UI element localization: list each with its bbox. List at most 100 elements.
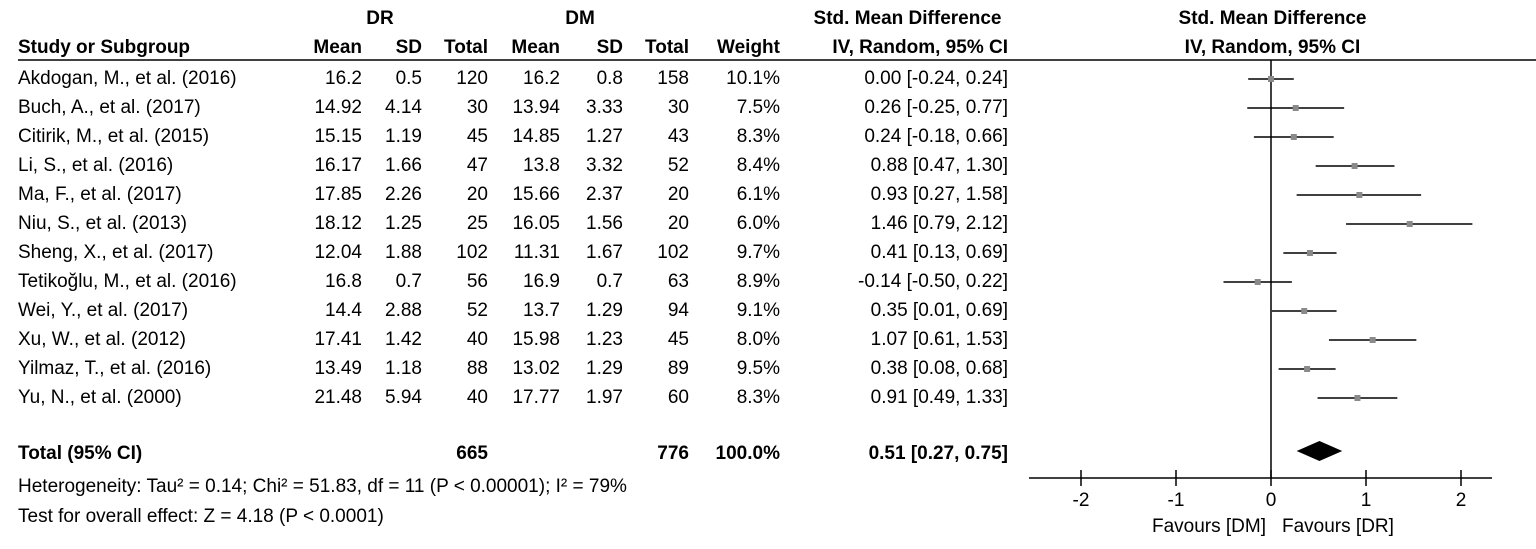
total-ci: 0.51 [0.27, 0.75] <box>868 443 1008 464</box>
dm-sd: 1.67 <box>586 242 623 263</box>
dm-sd: 3.32 <box>586 155 623 176</box>
dm-mean: 13.7 <box>523 300 560 321</box>
dr-total: 25 <box>466 213 488 234</box>
dm-sd: 1.97 <box>586 387 623 408</box>
dr-sd: 0.7 <box>395 271 422 292</box>
dr-sd: 1.42 <box>385 329 422 350</box>
smd-ci: 0.88 [0.47, 1.30] <box>870 155 1008 176</box>
dm-total: 158 <box>657 68 689 89</box>
dm-sd: 2.37 <box>586 184 623 205</box>
point-estimate <box>1292 105 1299 111</box>
dr-mean: 15.15 <box>314 126 362 147</box>
smd-ci: 0.26 [-0.25, 0.77] <box>864 97 1008 118</box>
dr-total: 88 <box>466 358 488 379</box>
weight: 8.4% <box>736 155 780 176</box>
point-estimate <box>1354 395 1361 401</box>
dr-mean: 21.48 <box>314 387 362 408</box>
study-name: Niu, S., et al. (2013) <box>18 213 187 234</box>
dm-total: 30 <box>667 97 689 118</box>
point-estimate <box>1351 163 1358 169</box>
smd-ci: -0.14 [-0.50, 0.22] <box>858 271 1008 292</box>
smd-ci: 0.35 [0.01, 0.69] <box>870 300 1008 321</box>
dr-mean: 13.49 <box>314 358 362 379</box>
x-tick-label: 1 <box>1361 490 1372 511</box>
point-estimate <box>1369 337 1376 343</box>
weight: 10.1% <box>726 68 780 89</box>
heterogeneity-text: Heterogeneity: Tau² = 0.14; Chi² = 51.83… <box>18 476 627 497</box>
point-estimate <box>1254 279 1261 285</box>
point-estimate <box>1304 366 1311 372</box>
dm-mean: 11.31 <box>513 242 560 263</box>
dr-sd: 2.88 <box>385 300 422 321</box>
smd-ci: 0.24 [-0.18, 0.66] <box>864 126 1008 147</box>
dm-total: 89 <box>667 358 689 379</box>
smd-plot-header: Std. Mean Difference <box>1178 8 1367 29</box>
dr-total: 52 <box>466 300 488 321</box>
dm-mean: 13.8 <box>523 155 560 176</box>
dm-sd: 1.56 <box>586 213 623 234</box>
dr-total: 40 <box>466 387 488 408</box>
x-tick-label: 0 <box>1266 490 1277 511</box>
point-estimate <box>1356 192 1363 198</box>
weight: 9.7% <box>736 242 780 263</box>
dr-sd: 0.5 <box>395 68 422 89</box>
x-tick-label: -2 <box>1073 490 1090 511</box>
point-estimate <box>1290 134 1297 140</box>
weight: 9.5% <box>736 358 780 379</box>
total-label: Total (95% CI) <box>18 443 143 464</box>
total1-header: Total <box>444 37 488 58</box>
dr-total: 102 <box>456 242 488 263</box>
weight-header: Weight <box>717 37 780 58</box>
group2-header: DM <box>565 8 595 29</box>
total2-header: Total <box>645 37 689 58</box>
dm-sd: 3.33 <box>586 97 623 118</box>
weight: 7.5% <box>736 97 780 118</box>
study-name: Citirik, M., et al. (2015) <box>18 126 210 147</box>
dm-sd: 0.7 <box>596 271 623 292</box>
study-name: Wei, Y., et al. (2017) <box>18 300 189 321</box>
dr-sd: 4.14 <box>385 97 422 118</box>
study-name: Ma, F., et al. (2017) <box>18 184 182 205</box>
total-dm-n: 776 <box>657 443 689 464</box>
weight: 8.9% <box>736 271 780 292</box>
pooled-diamond <box>1296 441 1343 461</box>
weight: 6.1% <box>736 184 780 205</box>
dr-total: 40 <box>466 329 488 350</box>
dm-mean: 17.77 <box>512 387 560 408</box>
dr-mean: 17.41 <box>314 329 362 350</box>
dm-mean: 16.05 <box>512 213 560 234</box>
dm-sd: 1.29 <box>586 300 623 321</box>
point-estimate <box>1306 250 1313 256</box>
dm-total: 43 <box>667 126 689 147</box>
dm-total: 20 <box>667 213 689 234</box>
dr-sd: 1.19 <box>385 126 422 147</box>
study-name: Buch, A., et al. (2017) <box>18 97 201 118</box>
dr-sd: 1.66 <box>385 155 422 176</box>
dr-mean: 14.4 <box>325 300 362 321</box>
weight: 9.1% <box>736 300 780 321</box>
dm-total: 20 <box>667 184 689 205</box>
smd-ci: 0.91 [0.49, 1.33] <box>870 387 1008 408</box>
study-name: Yilmaz, T., et al. (2016) <box>18 358 212 379</box>
weight: 8.0% <box>736 329 780 350</box>
smd-ci: 0.00 [-0.24, 0.24] <box>864 68 1008 89</box>
dr-mean: 18.12 <box>314 213 362 234</box>
point-estimate <box>1301 308 1308 314</box>
sd1-header: SD <box>395 37 422 58</box>
dm-total: 60 <box>667 387 689 408</box>
mean2-header: Mean <box>511 37 560 58</box>
dr-mean: 14.92 <box>314 97 362 118</box>
smd-ci: 0.41 [0.13, 0.69] <box>870 242 1008 263</box>
favours-left-label: Favours [DM] <box>1151 516 1266 537</box>
sd2-header: SD <box>596 37 623 58</box>
dr-sd: 2.26 <box>385 184 422 205</box>
dm-sd: 0.8 <box>596 68 623 89</box>
dr-total: 45 <box>466 126 488 147</box>
dm-mean: 13.02 <box>512 358 560 379</box>
dr-sd: 5.94 <box>385 387 422 408</box>
weight: 8.3% <box>736 387 780 408</box>
weight: 6.0% <box>736 213 780 234</box>
overall-effect-text: Test for overall effect: Z = 4.18 (P < 0… <box>18 506 384 527</box>
dm-mean: 13.94 <box>512 97 560 118</box>
ci-plot-header: IV, Random, 95% CI <box>1184 37 1361 58</box>
